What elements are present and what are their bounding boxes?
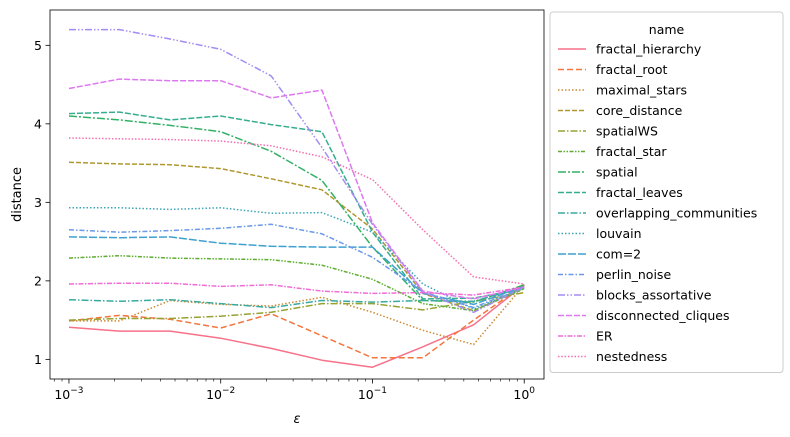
legend-box xyxy=(549,11,784,373)
legend-label: louvain xyxy=(596,226,642,241)
legend-title: name xyxy=(649,22,685,37)
legend-label: fractal_hierarchy xyxy=(596,42,702,57)
x-tick-label: 10−3 xyxy=(54,386,83,402)
x-tick-label: 10−2 xyxy=(206,386,235,402)
legend-label: fractal_leaves xyxy=(596,185,683,200)
x-tick-label: 100 xyxy=(513,386,535,402)
series-line-blocks-assortative xyxy=(69,28,525,314)
series-line-overlapping-communities xyxy=(68,286,525,309)
legend-label: disconnected_cliques xyxy=(596,308,730,323)
legend-label: spatial xyxy=(596,165,638,180)
series-line-fractal-star xyxy=(68,254,525,312)
series-line-fractal-root xyxy=(68,284,525,359)
x-tick-label: 10−1 xyxy=(358,386,387,402)
legend-label: com=2 xyxy=(596,247,641,262)
legend-label: blocks_assortative xyxy=(596,288,712,303)
series-line-louvain xyxy=(69,207,525,310)
legend-label: fractal_star xyxy=(596,144,667,159)
series-line-disconnected-cliques xyxy=(68,78,525,300)
series-line-spatial xyxy=(68,115,525,303)
legend-label: perlin_noise xyxy=(596,267,671,282)
y-tick-label: 3 xyxy=(34,195,42,210)
plot-frame xyxy=(49,9,545,380)
series-line-fractal-hierarchy xyxy=(68,284,525,368)
y-tick-label: 5 xyxy=(34,38,42,53)
series-line-perlin-noise xyxy=(68,223,525,309)
legend-label: spatialWS xyxy=(596,124,658,139)
x-axis-label: ε xyxy=(293,412,300,427)
series-line-com-2 xyxy=(68,236,525,306)
series-line-maximal-stars xyxy=(69,284,525,346)
legend-label: maximal_stars xyxy=(596,83,687,98)
y-axis: 1 2 3 4 5 xyxy=(34,38,50,367)
legend-label: nestedness xyxy=(596,349,667,364)
legend-label: overlapping_communities xyxy=(596,206,757,221)
plot-series-group xyxy=(68,28,525,368)
legend-label: fractal_root xyxy=(596,62,668,77)
series-line-spatialWS xyxy=(68,291,525,321)
series-line-core-distance xyxy=(68,161,525,312)
y-tick-label: 2 xyxy=(34,273,42,288)
legend: name fractal_hierarchy fractal_rootmaxima… xyxy=(549,11,784,373)
series-line-ER xyxy=(68,282,525,296)
legend-label: ER xyxy=(596,329,613,344)
legend-label: core_distance xyxy=(596,103,683,118)
y-tick-label: 1 xyxy=(34,352,42,367)
y-axis-label: distance xyxy=(10,167,25,222)
series-line-fractal-leaves xyxy=(68,111,525,300)
y-tick-label: 4 xyxy=(34,116,42,131)
x-axis: 10−3 10−2 10−1 100 xyxy=(53,379,535,402)
series-line-nestedness xyxy=(68,137,525,285)
